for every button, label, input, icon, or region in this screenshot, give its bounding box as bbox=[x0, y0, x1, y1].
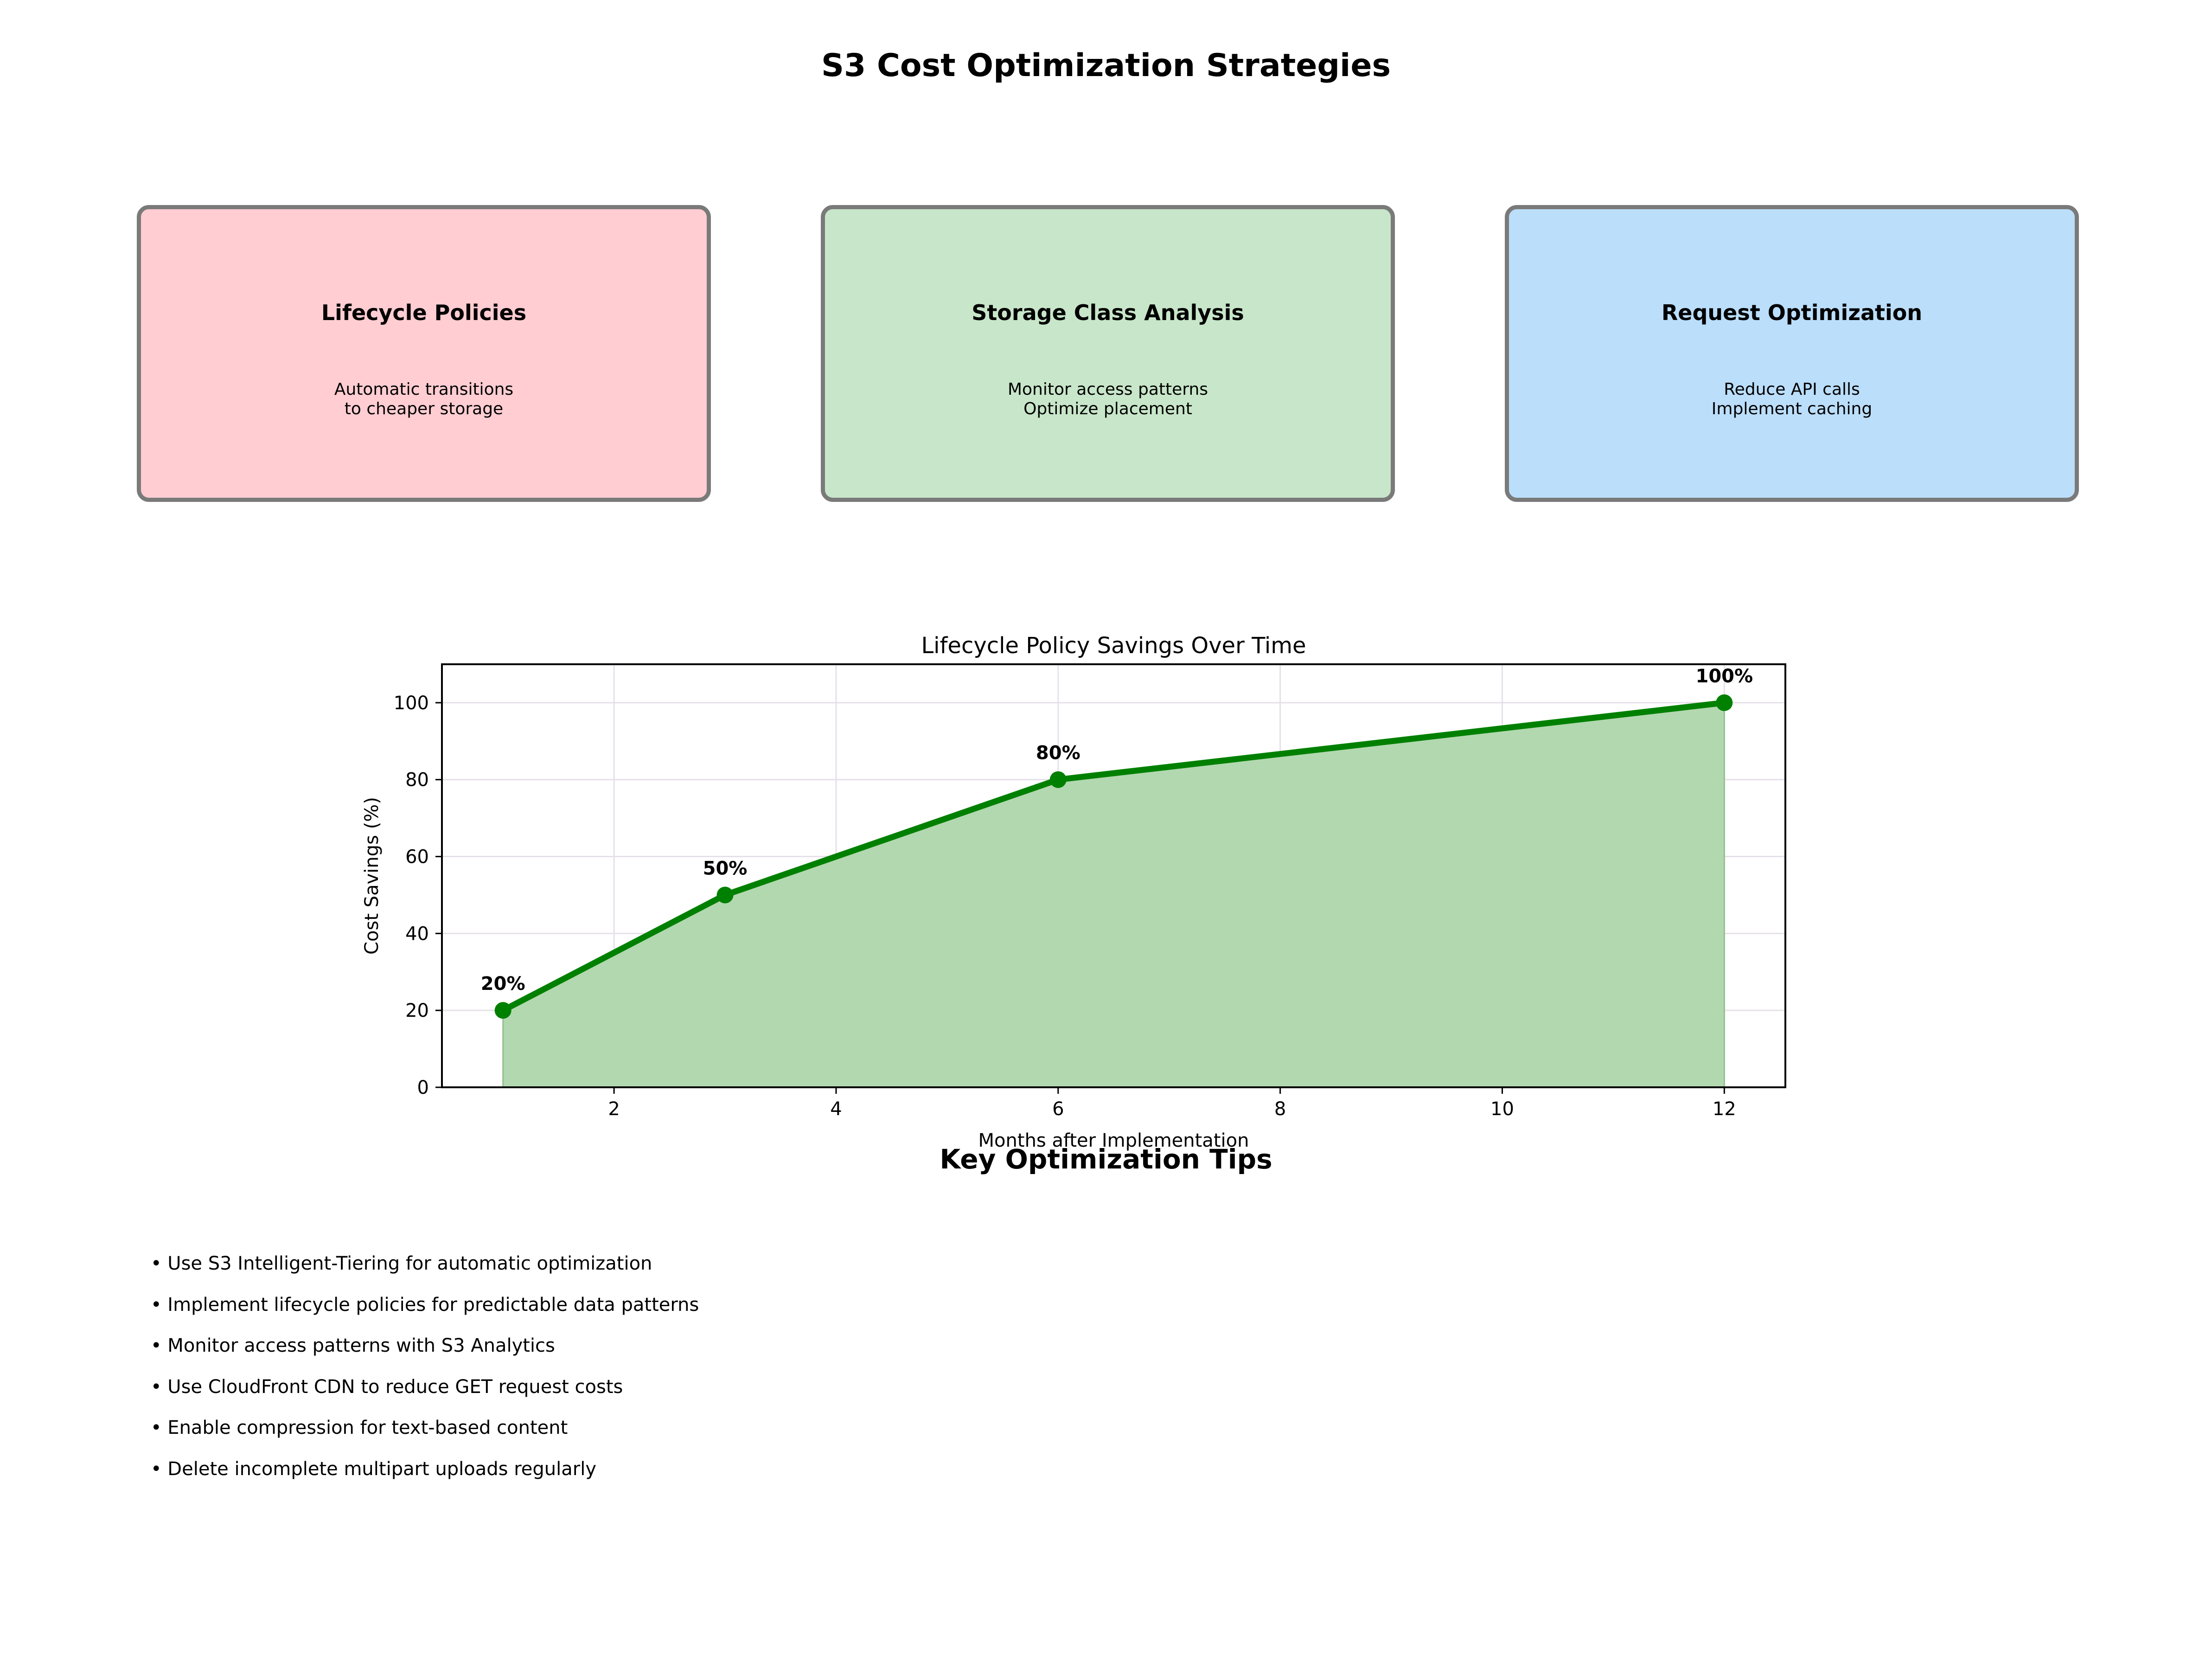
card-description: Monitor access patterns Optimize placeme… bbox=[825, 380, 1391, 419]
card-storage-class-analysis: Storage Class Analysis Monitor access pa… bbox=[821, 205, 1395, 502]
chart-frame bbox=[441, 663, 1786, 1088]
x-tick-label: 12 bbox=[1713, 1098, 1736, 1120]
data-label: 80% bbox=[1036, 743, 1080, 764]
data-point bbox=[494, 1002, 511, 1019]
y-tick-label: 60 bbox=[405, 847, 429, 868]
x-tick-label: 6 bbox=[1052, 1098, 1064, 1120]
card-description-line: Implement caching bbox=[1711, 399, 1873, 418]
card-description-line: Monitor access patterns bbox=[1007, 380, 1208, 399]
data-point bbox=[1049, 771, 1067, 788]
card-title: Request Optimization bbox=[1661, 300, 1923, 325]
card-request-optimization: Request Optimization Reduce API calls Im… bbox=[1505, 205, 2079, 502]
savings-line bbox=[501, 700, 1725, 1013]
tips-list: • Use S3 Intelligent-Tiering for automat… bbox=[151, 1252, 699, 1499]
y-axis-ticks: 0 20 40 60 80 100 bbox=[394, 693, 442, 1098]
x-tick-label: 10 bbox=[1490, 1098, 1514, 1120]
x-tick-label: 8 bbox=[1274, 1098, 1286, 1120]
card-description-line: to cheaper storage bbox=[344, 399, 504, 418]
data-points bbox=[494, 694, 1733, 1019]
y-tick-label: 20 bbox=[405, 1000, 429, 1021]
tip-item: • Use S3 Intelligent-Tiering for automat… bbox=[151, 1253, 652, 1274]
tip-item: • Delete incomplete multipart uploads re… bbox=[151, 1458, 596, 1480]
x-tick-label: 4 bbox=[830, 1098, 842, 1120]
card-title: Lifecycle Policies bbox=[321, 300, 527, 325]
data-labels: 20% 50% 80% 100% bbox=[481, 666, 1753, 995]
card-description: Reduce API calls Implement caching bbox=[1509, 380, 2075, 419]
page-title: S3 Cost Optimization Strategies bbox=[821, 47, 1391, 84]
card-description-line: Reduce API calls bbox=[1724, 380, 1860, 399]
card-description: Automatic transitions to cheaper storage bbox=[141, 380, 707, 419]
y-tick-label: 80 bbox=[405, 770, 429, 791]
tip-item: • Enable compression for text-based cont… bbox=[151, 1417, 568, 1438]
y-tick-label: 40 bbox=[405, 923, 429, 944]
data-point bbox=[716, 886, 734, 904]
y-tick-label: 0 bbox=[417, 1077, 429, 1098]
tip-item: • Implement lifecycle policies for predi… bbox=[151, 1294, 699, 1316]
card-lifecycle-policies: Lifecycle Policies Automatic transitions… bbox=[137, 205, 711, 502]
y-axis-label: Cost Savings (%) bbox=[361, 797, 383, 955]
tip-item: • Monitor access patterns with S3 Analyt… bbox=[151, 1335, 555, 1356]
data-label: 100% bbox=[1696, 666, 1753, 687]
tip-item: • Use CloudFront CDN to reduce GET reque… bbox=[151, 1376, 623, 1398]
card-title: Storage Class Analysis bbox=[972, 300, 1244, 325]
card-description-line: Optimize placement bbox=[1023, 399, 1192, 418]
tips-title: Key Optimization Tips bbox=[940, 1143, 1272, 1175]
data-point bbox=[1716, 694, 1733, 711]
y-tick-label: 100 bbox=[394, 693, 429, 714]
data-label: 20% bbox=[481, 973, 525, 995]
chart-title: Lifecycle Policy Savings Over Time bbox=[921, 633, 1306, 659]
savings-area-fill bbox=[502, 702, 1725, 1088]
x-tick-label: 2 bbox=[608, 1098, 620, 1120]
x-axis-label: Months after Implementation bbox=[978, 1130, 1249, 1151]
data-label: 50% bbox=[703, 858, 748, 879]
x-axis-ticks: 2 4 6 8 10 12 bbox=[608, 1087, 1736, 1120]
card-description-line: Automatic transitions bbox=[334, 380, 514, 399]
